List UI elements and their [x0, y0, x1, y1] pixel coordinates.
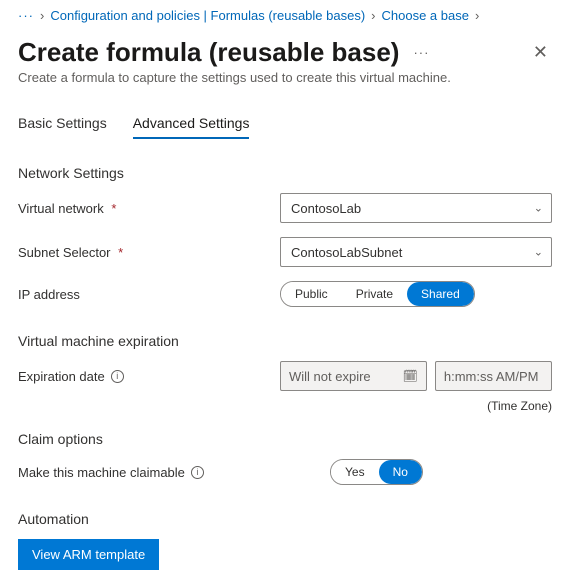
info-icon[interactable]: i [111, 370, 124, 383]
ip-option-private[interactable]: Private [342, 282, 407, 306]
label-subnet-selector: Subnet Selector * [18, 245, 280, 260]
page-title: Create formula (reusable base) [18, 37, 399, 68]
section-claim: Claim options [18, 431, 552, 447]
chevron-right-icon: › [475, 8, 479, 23]
claimable-option-yes[interactable]: Yes [331, 460, 379, 484]
breadcrumb-item-config[interactable]: Configuration and policies | Formulas (r… [50, 8, 365, 23]
toggle-claimable: Yes No [330, 459, 423, 485]
input-expiration-date[interactable]: Will not expire 🗓 [280, 361, 427, 391]
info-icon[interactable]: i [191, 466, 204, 479]
close-icon[interactable]: ✕ [529, 38, 552, 67]
view-arm-template-button[interactable]: View ARM template [18, 539, 159, 570]
calendar-icon: 🗓 [403, 369, 418, 383]
tabs: Basic Settings Advanced Settings [18, 115, 552, 139]
label-expiration-date: Expiration date i [18, 369, 280, 384]
breadcrumb-item-choose-base[interactable]: Choose a base [382, 8, 469, 23]
timezone-label: (Time Zone) [18, 399, 552, 413]
page-subtitle: Create a formula to capture the settings… [18, 70, 552, 85]
ip-option-shared[interactable]: Shared [407, 282, 474, 306]
breadcrumb: ··· › Configuration and policies | Formu… [18, 8, 552, 23]
chevron-right-icon: › [371, 8, 375, 23]
label-claimable: Make this machine claimable i [18, 465, 280, 480]
tab-advanced-settings[interactable]: Advanced Settings [133, 115, 250, 139]
label-ip-address: IP address [18, 287, 280, 302]
chevron-down-icon: ⌄ [534, 202, 543, 215]
select-subnet[interactable]: ContosoLabSubnet ⌄ [280, 237, 552, 267]
chevron-right-icon: › [40, 8, 44, 23]
segmented-ip-address: Public Private Shared [280, 281, 475, 307]
breadcrumb-ellipsis[interactable]: ··· [18, 8, 34, 23]
label-virtual-network: Virtual network * [18, 201, 280, 216]
claimable-option-no[interactable]: No [379, 460, 422, 484]
select-virtual-network[interactable]: ContosoLab ⌄ [280, 193, 552, 223]
input-expiration-time[interactable]: h:mm:ss AM/PM [435, 361, 552, 391]
section-network: Network Settings [18, 165, 552, 181]
more-actions-icon[interactable]: ··· [409, 45, 433, 60]
section-expiration: Virtual machine expiration [18, 333, 552, 349]
tab-basic-settings[interactable]: Basic Settings [18, 115, 107, 139]
ip-option-public[interactable]: Public [281, 282, 342, 306]
chevron-down-icon: ⌄ [534, 246, 543, 259]
section-automation: Automation [18, 511, 552, 527]
